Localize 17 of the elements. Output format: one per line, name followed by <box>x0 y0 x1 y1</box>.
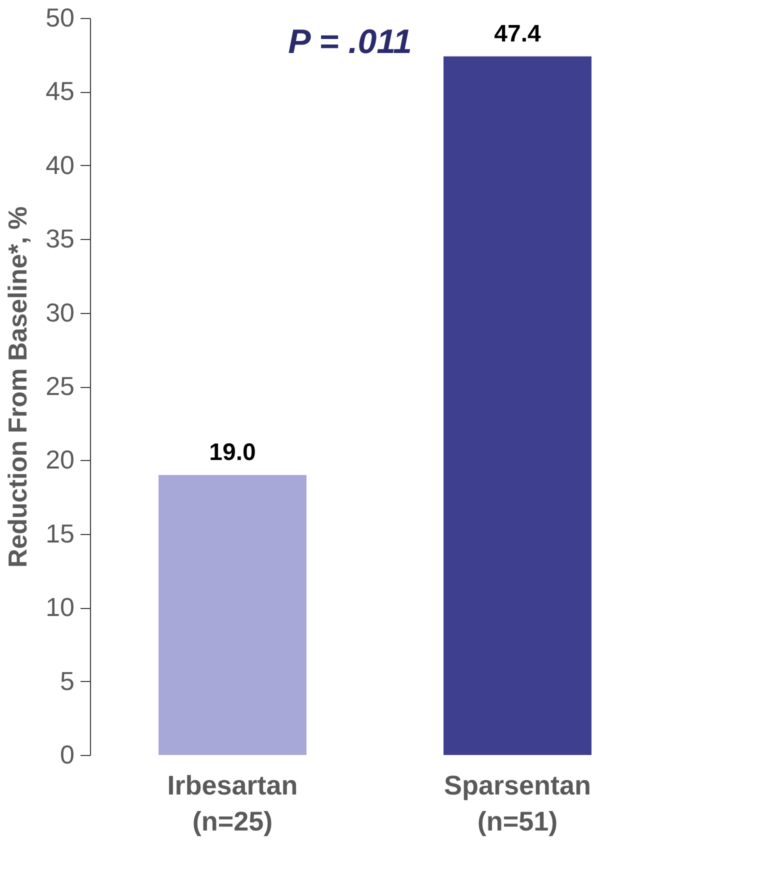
y-tick-label: 0 <box>60 740 74 770</box>
data-label: 19.0 <box>209 438 256 466</box>
y-tick-label: 35 <box>46 224 74 254</box>
y-tick-label: 45 <box>46 76 74 106</box>
y-tick-label: 15 <box>46 518 74 548</box>
y-axis-title: Reduction From Baseline*, % <box>2 206 33 568</box>
y-tick-label: 10 <box>46 592 74 622</box>
y-tick-label: 30 <box>46 297 74 328</box>
y-tick-label: 5 <box>60 666 74 696</box>
y-tick-label: 25 <box>46 371 74 401</box>
annotation: P = .011 <box>288 23 412 61</box>
y-tick-label: 50 <box>46 2 74 32</box>
x-tick-label: Sparsentan (n=51) <box>444 770 592 836</box>
data-label: 47.4 <box>494 20 542 48</box>
x-tick-label: Irbesartan (n=25) <box>167 770 298 836</box>
y-tick-label: 20 <box>46 444 74 475</box>
y-tick-label: 40 <box>46 150 74 180</box>
